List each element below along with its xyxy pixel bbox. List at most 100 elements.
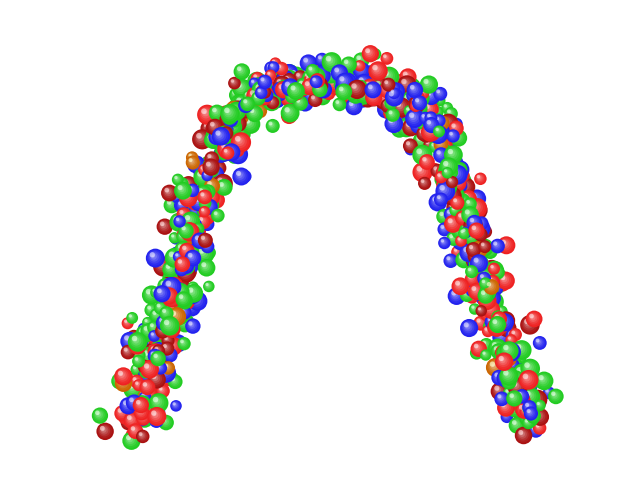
Circle shape <box>209 195 211 198</box>
Circle shape <box>486 291 489 293</box>
Circle shape <box>444 163 453 173</box>
Circle shape <box>205 126 224 145</box>
Circle shape <box>432 113 444 126</box>
Circle shape <box>365 89 370 94</box>
Circle shape <box>141 366 153 378</box>
Circle shape <box>465 324 470 330</box>
Circle shape <box>475 288 479 293</box>
Circle shape <box>184 227 194 237</box>
Circle shape <box>141 353 161 373</box>
Circle shape <box>122 399 136 413</box>
Circle shape <box>143 372 148 378</box>
Circle shape <box>438 197 441 199</box>
Circle shape <box>483 229 485 231</box>
Circle shape <box>389 86 394 91</box>
Circle shape <box>498 344 505 351</box>
Circle shape <box>463 193 472 202</box>
Circle shape <box>140 366 152 379</box>
Circle shape <box>358 77 364 83</box>
Circle shape <box>522 405 526 409</box>
Circle shape <box>181 296 186 301</box>
Circle shape <box>423 102 430 109</box>
Circle shape <box>204 174 216 187</box>
Circle shape <box>391 88 396 94</box>
Circle shape <box>312 79 324 91</box>
Circle shape <box>215 149 226 159</box>
Circle shape <box>188 185 196 194</box>
Circle shape <box>259 88 268 97</box>
Circle shape <box>481 340 490 349</box>
Circle shape <box>526 391 532 397</box>
Circle shape <box>168 283 171 287</box>
Circle shape <box>442 174 452 184</box>
Circle shape <box>147 320 150 324</box>
Circle shape <box>437 138 451 152</box>
Circle shape <box>408 100 418 109</box>
Circle shape <box>522 409 535 423</box>
Circle shape <box>456 252 471 266</box>
Circle shape <box>221 112 225 116</box>
Circle shape <box>177 260 182 265</box>
Circle shape <box>438 175 442 179</box>
Circle shape <box>237 122 243 128</box>
Circle shape <box>439 168 445 175</box>
Circle shape <box>158 326 166 334</box>
Circle shape <box>500 362 513 375</box>
Circle shape <box>433 119 448 134</box>
Circle shape <box>202 171 212 180</box>
Circle shape <box>438 167 447 177</box>
Circle shape <box>165 321 172 327</box>
Circle shape <box>340 89 344 92</box>
Circle shape <box>448 168 456 176</box>
Circle shape <box>203 168 207 172</box>
Circle shape <box>388 118 397 127</box>
Circle shape <box>387 99 390 103</box>
Circle shape <box>505 354 512 361</box>
Circle shape <box>524 319 534 328</box>
Circle shape <box>142 325 153 336</box>
Circle shape <box>284 111 292 119</box>
Circle shape <box>334 81 347 93</box>
Circle shape <box>163 336 172 345</box>
Circle shape <box>421 180 426 184</box>
Circle shape <box>431 126 445 141</box>
Circle shape <box>202 198 215 211</box>
Circle shape <box>182 235 184 238</box>
Circle shape <box>461 235 469 242</box>
Circle shape <box>188 228 196 236</box>
Circle shape <box>417 96 422 101</box>
Circle shape <box>160 417 171 427</box>
Circle shape <box>214 148 228 161</box>
Circle shape <box>234 97 240 103</box>
Circle shape <box>298 100 300 103</box>
Circle shape <box>245 102 258 116</box>
Circle shape <box>207 178 210 180</box>
Circle shape <box>432 127 446 142</box>
Circle shape <box>294 96 307 109</box>
Circle shape <box>525 413 530 417</box>
Circle shape <box>338 78 350 90</box>
Circle shape <box>232 105 252 125</box>
Circle shape <box>487 263 500 276</box>
Circle shape <box>225 117 230 122</box>
Circle shape <box>411 103 413 105</box>
Circle shape <box>241 88 252 100</box>
Circle shape <box>489 314 500 326</box>
Circle shape <box>176 254 189 266</box>
Circle shape <box>344 80 346 82</box>
Circle shape <box>527 408 538 419</box>
Circle shape <box>138 432 145 439</box>
Circle shape <box>356 80 367 91</box>
Circle shape <box>451 172 457 179</box>
Circle shape <box>209 189 221 202</box>
Circle shape <box>178 232 186 240</box>
Circle shape <box>335 100 342 107</box>
Circle shape <box>314 72 320 79</box>
Circle shape <box>481 284 490 294</box>
Circle shape <box>253 94 261 101</box>
Circle shape <box>250 108 254 113</box>
Circle shape <box>295 72 304 81</box>
Circle shape <box>287 89 291 93</box>
Circle shape <box>187 229 191 233</box>
Circle shape <box>448 178 461 192</box>
